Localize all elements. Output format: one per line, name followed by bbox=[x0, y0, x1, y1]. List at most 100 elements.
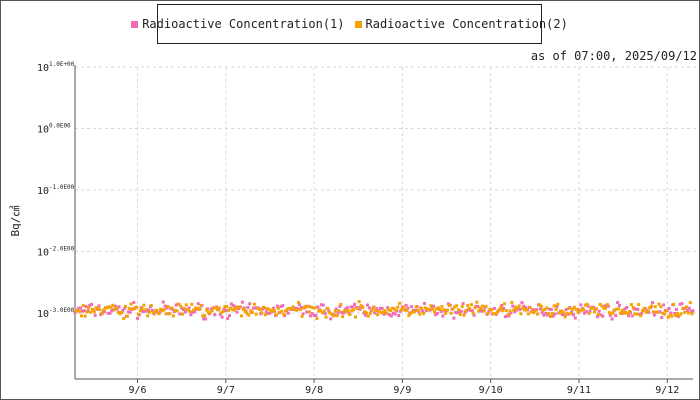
data-point-series2 bbox=[613, 308, 617, 312]
data-point-series1 bbox=[73, 310, 77, 314]
data-point-series2 bbox=[350, 309, 354, 313]
data-point-series2 bbox=[484, 305, 488, 309]
data-point-series1 bbox=[336, 311, 340, 315]
data-point-series2 bbox=[135, 305, 139, 309]
data-point-series2 bbox=[429, 304, 433, 308]
data-point-series2 bbox=[177, 302, 181, 306]
data-point-series2 bbox=[683, 310, 687, 314]
data-point-series2 bbox=[247, 313, 251, 317]
data-point-series1 bbox=[310, 312, 314, 316]
data-point-series2 bbox=[376, 313, 380, 317]
data-point-series1 bbox=[651, 301, 655, 305]
data-point-series2 bbox=[269, 309, 273, 313]
data-point-series2 bbox=[554, 307, 558, 311]
data-point-series1 bbox=[503, 315, 507, 319]
data-point-series2 bbox=[186, 308, 190, 312]
data-point-series1 bbox=[627, 314, 631, 318]
data-point-series1 bbox=[479, 309, 483, 313]
x-tick-label: 9/6 bbox=[129, 385, 147, 396]
data-point-series2 bbox=[81, 304, 85, 308]
data-point-series1 bbox=[571, 313, 575, 317]
data-point-series1 bbox=[93, 313, 97, 317]
data-point-series1 bbox=[213, 313, 217, 317]
data-point-series2 bbox=[659, 305, 663, 309]
data-point-series1 bbox=[669, 311, 673, 315]
data-point-series2 bbox=[205, 308, 209, 312]
data-point-series2 bbox=[87, 306, 91, 310]
data-point-series1 bbox=[472, 313, 476, 317]
data-point-series1 bbox=[174, 303, 178, 307]
data-point-series1 bbox=[264, 310, 268, 314]
data-point-series2 bbox=[365, 311, 369, 315]
data-point-series1 bbox=[342, 311, 346, 315]
data-point-series2 bbox=[629, 303, 633, 307]
data-point-series1 bbox=[268, 311, 272, 315]
data-point-series2 bbox=[287, 306, 291, 310]
data-point-series1 bbox=[625, 306, 629, 310]
data-point-series1 bbox=[235, 310, 239, 314]
data-point-series1 bbox=[189, 313, 193, 317]
data-point-series1 bbox=[551, 314, 555, 318]
data-point-series2 bbox=[374, 309, 378, 313]
data-point-series2 bbox=[74, 308, 78, 312]
data-point-series1 bbox=[132, 301, 136, 305]
data-point-series1 bbox=[349, 305, 353, 309]
legend-item-series1[interactable]: Radioactive Concentration(1) bbox=[131, 17, 345, 31]
data-point-series1 bbox=[193, 310, 197, 314]
data-point-series1 bbox=[165, 306, 169, 310]
data-point-series2 bbox=[309, 305, 313, 309]
data-point-series1 bbox=[209, 307, 213, 311]
data-point-series2 bbox=[109, 305, 113, 309]
data-point-series1 bbox=[202, 317, 206, 321]
data-point-series2 bbox=[422, 311, 426, 315]
data-point-series1 bbox=[253, 306, 257, 310]
data-point-series1 bbox=[334, 307, 338, 311]
data-point-series2 bbox=[162, 308, 166, 312]
data-point-series1 bbox=[422, 301, 426, 305]
data-point-series1 bbox=[233, 305, 237, 309]
data-point-series2 bbox=[563, 315, 567, 319]
data-point-series2 bbox=[103, 306, 107, 310]
data-point-series1 bbox=[582, 311, 586, 315]
data-point-series2 bbox=[127, 306, 131, 310]
data-point-series1 bbox=[242, 306, 246, 310]
data-point-series2 bbox=[357, 300, 361, 304]
data-point-series2 bbox=[473, 306, 477, 310]
data-point-series2 bbox=[672, 302, 676, 306]
data-point-series2 bbox=[214, 306, 218, 310]
data-point-series1 bbox=[80, 309, 84, 313]
data-point-series1 bbox=[678, 302, 682, 306]
data-point-series2 bbox=[508, 309, 512, 313]
data-point-series2 bbox=[418, 312, 422, 316]
data-point-series1 bbox=[522, 304, 526, 308]
data-point-series2 bbox=[157, 312, 161, 316]
data-point-series2 bbox=[442, 308, 446, 312]
data-point-series2 bbox=[609, 312, 613, 316]
data-point-series1 bbox=[380, 306, 384, 310]
data-point-series1 bbox=[468, 308, 472, 312]
data-point-series1 bbox=[183, 310, 187, 314]
data-point-series2 bbox=[276, 306, 280, 310]
data-point-series1 bbox=[502, 306, 506, 310]
data-point-series2 bbox=[664, 309, 668, 313]
data-point-series2 bbox=[486, 311, 490, 315]
data-point-series1 bbox=[226, 316, 230, 320]
data-point-series1 bbox=[544, 311, 548, 315]
data-point-series2 bbox=[339, 302, 343, 306]
data-point-series2 bbox=[598, 302, 602, 306]
data-point-series1 bbox=[647, 310, 651, 314]
data-point-series2 bbox=[282, 312, 286, 316]
data-point-series1 bbox=[439, 310, 443, 314]
data-point-series1 bbox=[246, 306, 250, 310]
data-point-series2 bbox=[449, 311, 453, 315]
legend-item-series2[interactable]: Radioactive Concentration(2) bbox=[354, 17, 568, 31]
data-point-series1 bbox=[424, 309, 428, 313]
data-point-series2 bbox=[681, 307, 685, 311]
data-point-series2 bbox=[353, 315, 357, 319]
data-point-series1 bbox=[191, 310, 195, 314]
data-point-series1 bbox=[84, 305, 88, 309]
data-point-series2 bbox=[208, 311, 212, 315]
data-point-series2 bbox=[267, 307, 271, 311]
data-point-series2 bbox=[363, 310, 367, 314]
data-point-series1 bbox=[196, 302, 200, 306]
